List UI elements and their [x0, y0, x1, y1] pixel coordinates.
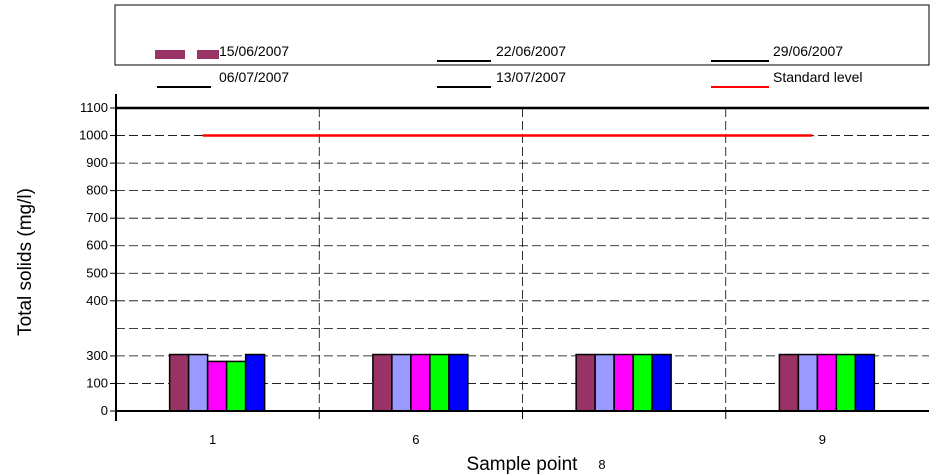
bar-9-series-3	[835, 353, 857, 412]
y-tick-label-8: 900	[86, 155, 108, 170]
legend-label-standard-level: Standard level	[773, 69, 863, 85]
bar-1-series-4	[244, 353, 266, 412]
x-tick-label-6: 6	[412, 432, 419, 447]
bar-8-series-2	[613, 353, 634, 412]
legend-label-29-06-2007: 29/06/2007	[773, 43, 843, 59]
y-axis-title: Total solids (mg/l)	[15, 188, 36, 336]
x-axis-ticks: 1 689	[209, 411, 826, 472]
bar-8-series-0	[575, 353, 596, 412]
bar-9-series-0	[778, 353, 800, 412]
y-tick-label-3: 400	[86, 293, 108, 308]
legend-label-22-06-2007: 22/06/2007	[496, 43, 566, 59]
legend: 15/06/2007 22/06/2007 29/06/2007 06/07/2…	[114, 4, 930, 88]
x-axis-title: Sample point	[467, 454, 579, 475]
x-tick-label-8: 8	[598, 457, 605, 472]
bar-6-series-4	[448, 353, 469, 412]
y-tick-label-10: 1100	[80, 100, 108, 115]
bar-9-series-2	[816, 353, 838, 412]
x-tick-label-1: 1	[209, 432, 216, 447]
y-tick-label-2: 300	[86, 348, 108, 363]
y-axis-ticks: 0 100 300 400 500 600 700 800 900 1000 1100	[79, 100, 116, 418]
y-tick-label-4: 500	[86, 265, 108, 280]
x-tick-label-9: 9	[819, 432, 826, 447]
legend-label-15-06-2007: 15/06/2007	[219, 43, 289, 59]
y-tick-label-9: 1000	[79, 128, 108, 143]
bar-6-series-1	[391, 353, 412, 412]
y-tick-label-5: 600	[86, 238, 108, 253]
bar-6-series-3	[429, 353, 450, 412]
legend-label-06-07-2007: 06/07/2007	[219, 69, 289, 85]
bar-1-series-3	[225, 360, 247, 412]
bars	[168, 353, 876, 412]
bar-1-series-1	[187, 353, 209, 412]
bar-9-series-1	[797, 353, 819, 412]
bar-6-series-2	[410, 353, 431, 412]
y-tick-label-1: 100	[86, 375, 108, 390]
legend-swatch-15-06-2007-b	[197, 50, 219, 59]
bar-6-series-0	[372, 353, 393, 412]
bar-1-series-2	[206, 360, 228, 412]
bar-8-series-3	[632, 353, 653, 412]
y-tick-label-7: 800	[86, 183, 108, 198]
legend-label-13-07-2007: 13/07/2007	[496, 69, 566, 85]
bar-8-series-1	[594, 353, 615, 412]
bar-8-series-4	[651, 353, 672, 412]
y-tick-label-6: 700	[86, 210, 108, 225]
y-tick-label-0: 0	[101, 403, 108, 418]
bar-1-series-0	[168, 353, 190, 412]
legend-swatch-15-06-2007-a	[155, 50, 185, 59]
bar-9-series-4	[854, 353, 876, 412]
